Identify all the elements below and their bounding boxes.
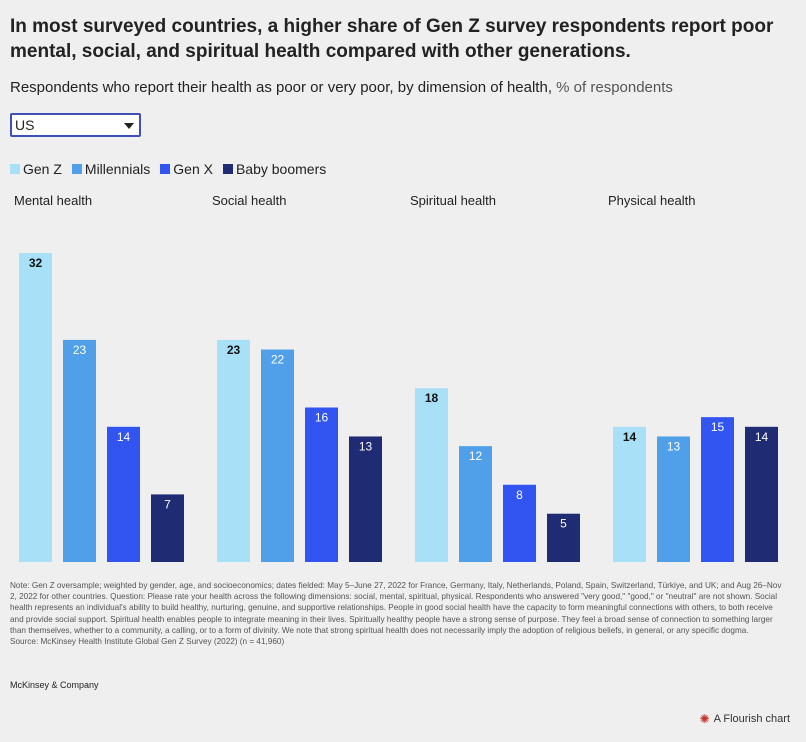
- legend-item-millennials[interactable]: Millennials: [71, 160, 151, 178]
- bar-mental-health-gen-z[interactable]: [19, 253, 52, 562]
- flourish-logo-icon: ✺: [699, 712, 710, 726]
- subtitle-text: Respondents who report their health as p…: [10, 79, 552, 96]
- panel-title-physical-health: Physical health: [608, 193, 695, 208]
- legend-item-gen-z[interactable]: Gen Z: [10, 160, 62, 178]
- data-label-social-health-gen-z: 23: [227, 343, 241, 357]
- legend-label: Gen Z: [23, 161, 62, 177]
- legend-item-baby-boomers[interactable]: Baby boomers: [222, 160, 327, 178]
- bar-social-health-baby-boomers[interactable]: [349, 436, 382, 562]
- legend-swatch: [160, 164, 171, 174]
- country-select[interactable]: US: [10, 113, 141, 137]
- data-label-physical-health-gen-z: 14: [623, 430, 637, 444]
- data-label-physical-health-baby-boomers: 14: [755, 430, 769, 444]
- bar-spiritual-health-gen-z[interactable]: [415, 388, 448, 562]
- legend-label: Baby boomers: [235, 161, 327, 177]
- panel-title-mental-health: Mental health: [14, 193, 92, 208]
- data-label-spiritual-health-baby-boomers: 5: [560, 517, 567, 531]
- data-label-physical-health-gen-x: 15: [711, 420, 725, 434]
- bar-physical-health-millennials[interactable]: [657, 436, 690, 562]
- legend-swatch: [71, 164, 82, 174]
- bar-social-health-gen-x[interactable]: [305, 407, 338, 563]
- panel-title-spiritual-health: Spiritual health: [410, 193, 496, 208]
- bar-spiritual-health-gen-x[interactable]: [503, 484, 536, 562]
- data-label-mental-health-baby-boomers: 7: [164, 497, 171, 511]
- bar-spiritual-health-millennials[interactable]: [459, 446, 492, 562]
- flourish-credit[interactable]: ✺ A Flourish chart: [700, 712, 790, 726]
- bar-social-health-gen-z[interactable]: [217, 339, 250, 562]
- data-label-social-health-gen-x: 16: [315, 411, 329, 425]
- bar-spiritual-health-baby-boomers[interactable]: [547, 513, 580, 562]
- data-label-social-health-baby-boomers: 13: [359, 439, 373, 453]
- data-label-mental-health-gen-z: 32: [29, 256, 43, 270]
- bar-mental-health-baby-boomers[interactable]: [151, 494, 184, 562]
- data-label-physical-health-millennials: 13: [667, 439, 681, 453]
- chart-subtitle: Respondents who report their health as p…: [10, 78, 796, 98]
- legend-item-gen-x[interactable]: Gen X: [160, 160, 213, 178]
- brand-name: McKinsey & Company: [10, 680, 99, 690]
- flourish-credit-text: A Flourish chart: [713, 713, 790, 725]
- data-label-mental-health-gen-x: 14: [117, 430, 131, 444]
- bar-physical-health-baby-boomers[interactable]: [745, 426, 778, 562]
- bar-physical-health-gen-z[interactable]: [613, 426, 646, 562]
- bar-social-health-millennials[interactable]: [261, 349, 294, 562]
- legend-label: Millennials: [84, 161, 151, 177]
- data-label-spiritual-health-gen-z: 18: [425, 391, 439, 405]
- data-label-social-health-millennials: 22: [271, 353, 285, 367]
- footnote: Note: Gen Z oversample; weighted by gend…: [10, 580, 786, 647]
- data-label-spiritual-health-millennials: 12: [469, 449, 483, 463]
- footnote-note: Note: Gen Z oversample; weighted by gend…: [10, 581, 782, 635]
- data-label-mental-health-millennials: 23: [73, 343, 87, 357]
- chevron-down-icon: [124, 123, 134, 129]
- bar-mental-health-millennials[interactable]: [63, 339, 96, 562]
- bar-physical-health-gen-x[interactable]: [701, 417, 734, 562]
- data-label-spiritual-health-gen-x: 8: [516, 488, 523, 502]
- country-select-value: US: [15, 117, 35, 133]
- legend: Gen Z Millennials Gen X Baby boomers: [10, 160, 336, 178]
- bar-mental-health-gen-x[interactable]: [107, 426, 140, 562]
- legend-swatch: [222, 164, 233, 174]
- legend-swatch: [10, 164, 20, 174]
- subtitle-unit: % of respondents: [556, 79, 673, 96]
- legend-label: Gen X: [173, 161, 213, 177]
- footnote-source: Source: McKinsey Health Institute Global…: [10, 637, 285, 647]
- panel-title-social-health: Social health: [212, 193, 286, 208]
- chart-title: In most surveyed countries, a higher sha…: [10, 16, 774, 62]
